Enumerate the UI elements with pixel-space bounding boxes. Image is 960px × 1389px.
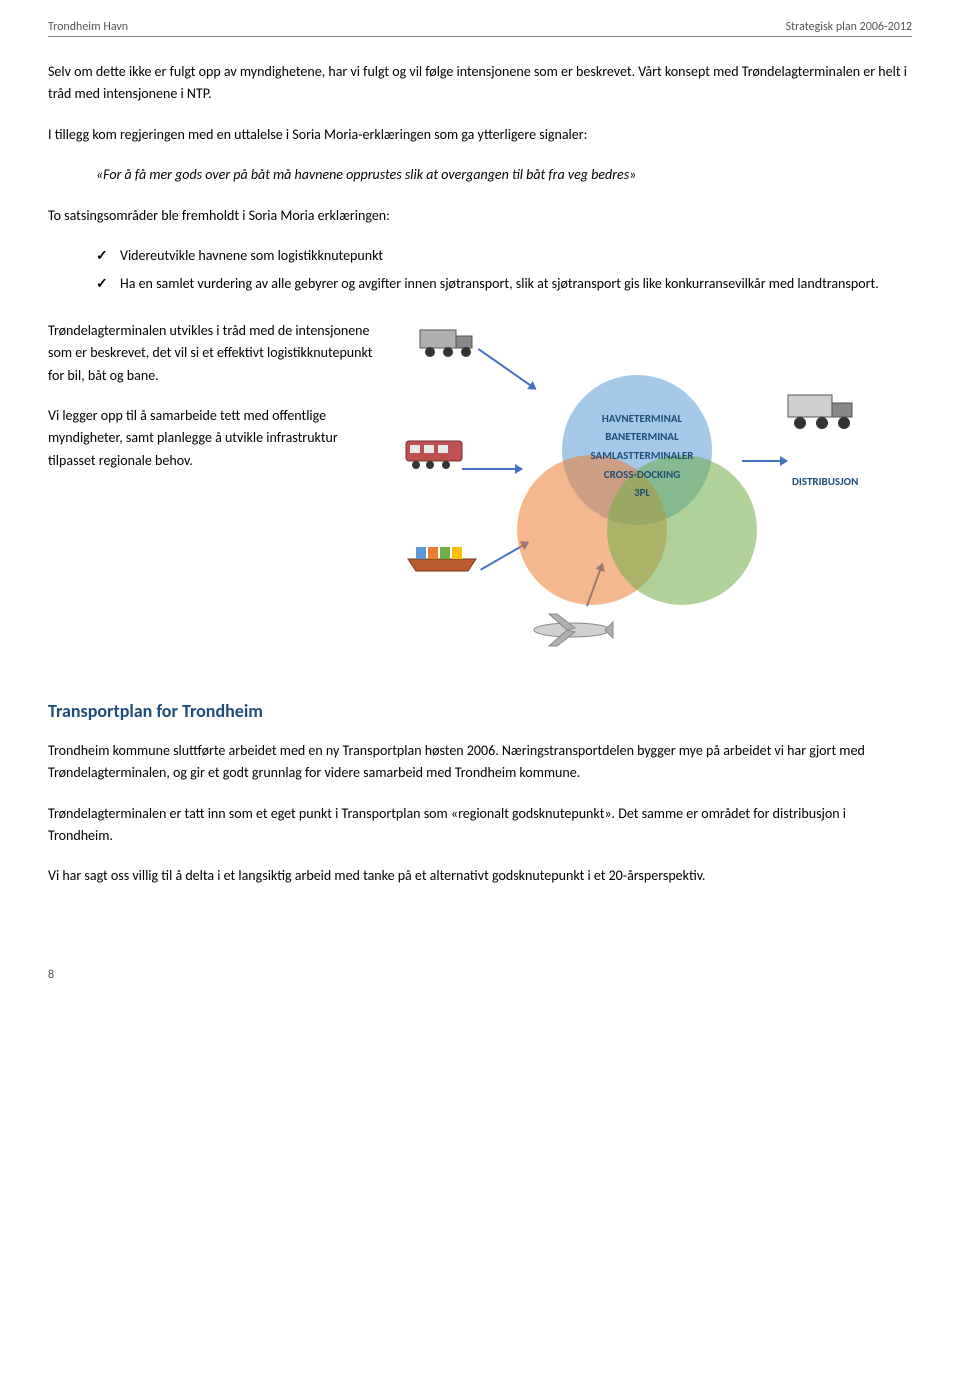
bullet-list: Videreutvikle havnene som logistikknutep… (96, 245, 912, 296)
paragraph-1: Selv om dette ikke er fulgt opp av myndi… (48, 61, 912, 106)
truck-icon (412, 320, 482, 365)
venn-label: SAMLASTTERMINALER (552, 447, 732, 466)
train-icon (402, 435, 470, 474)
page-header: Trondheim Havn Strategisk plan 2006-2012 (48, 20, 912, 37)
venn-label: 3PL (552, 484, 732, 503)
venn-label: HAVNETERMINAL (552, 410, 732, 429)
logistics-diagram: HAVNETERMINAL BANETERMINAL SAMLASTTERMIN… (402, 320, 882, 640)
list-item: Videreutvikle havnene som logistikknutep… (96, 245, 912, 267)
paragraph-4: Trøndelagterminalen utvikles i tråd med … (48, 320, 378, 387)
header-left: Trondheim Havn (48, 20, 128, 34)
header-right: Strategisk plan 2006-2012 (786, 20, 912, 34)
quote: «For å få mer gods over på båt må havnen… (96, 164, 912, 186)
venn-label: CROSS-DOCKING (552, 466, 732, 485)
paragraph-2: I tillegg kom regjeringen med en uttalel… (48, 124, 912, 146)
distribution-label: DISTRIBUSJON (792, 475, 858, 488)
list-item: Ha en samlet vurdering av alle gebyrer o… (96, 273, 912, 295)
paragraph-7: Trøndelagterminalen er tatt inn som et e… (48, 803, 912, 848)
two-column-section: Trøndelagterminalen utvikles i tråd med … (48, 320, 912, 640)
page-number: 8 (48, 968, 912, 982)
paragraph-5: Vi legger opp til å samarbeide tett med … (48, 405, 378, 472)
paragraph-6: Trondheim kommune sluttførte arbeidet me… (48, 740, 912, 785)
paragraph-3: To satsingsområder ble fremholdt i Soria… (48, 205, 912, 227)
truck-icon (782, 385, 862, 436)
paragraph-8: Vi har sagt oss villig til å delta i et … (48, 865, 912, 887)
venn-label: BANETERMINAL (552, 428, 732, 447)
plane-icon (527, 610, 617, 651)
ship-icon (402, 535, 482, 578)
section-title: Transportplan for Trondheim (48, 700, 912, 722)
venn-labels: HAVNETERMINAL BANETERMINAL SAMLASTTERMIN… (552, 410, 732, 503)
arrow-icon (462, 468, 522, 470)
